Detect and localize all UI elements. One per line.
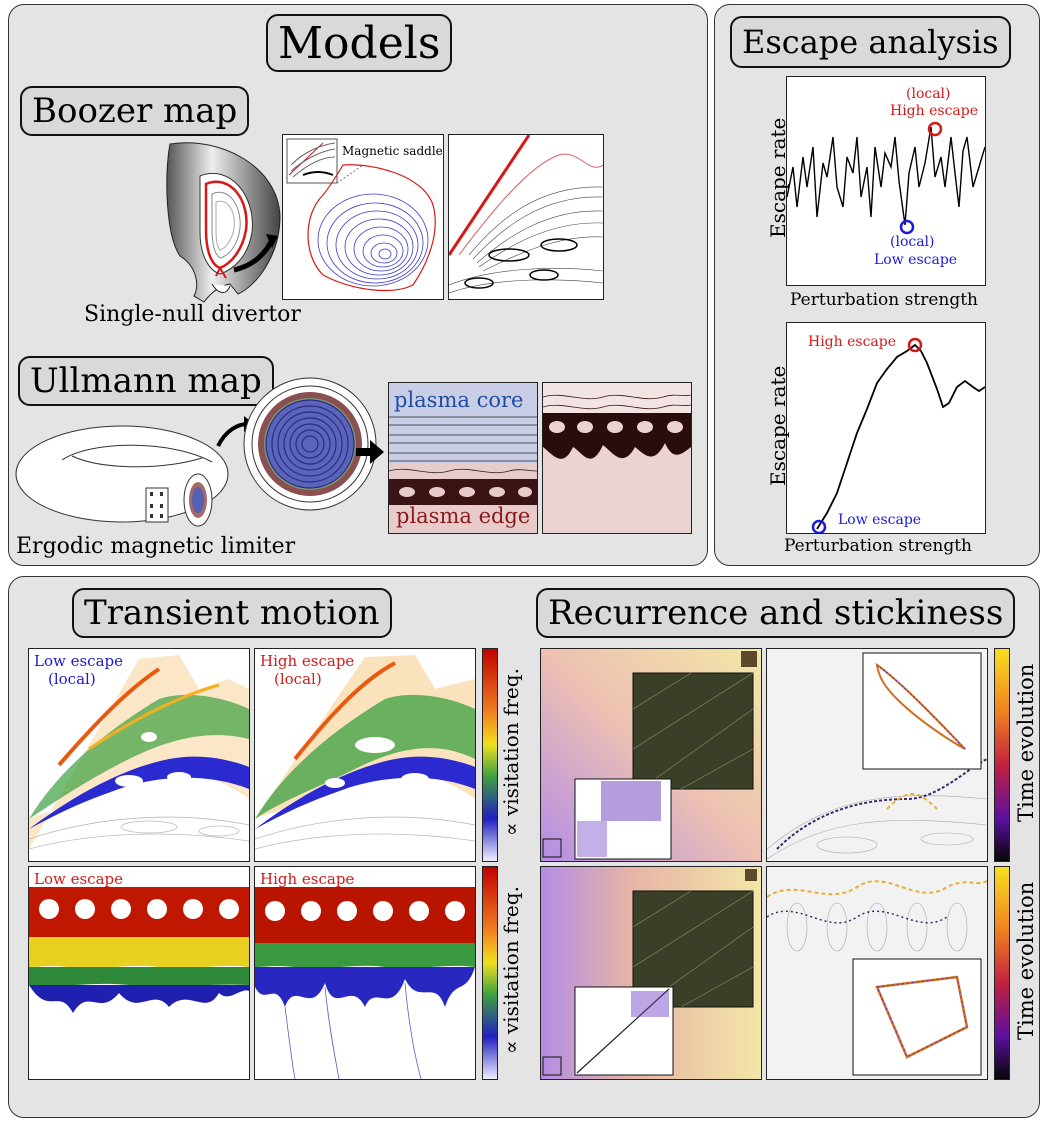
boozer-island-frame (282, 134, 444, 300)
transient-title: Transient motion (72, 588, 392, 638)
single-null-divertor-diagram (166, 142, 281, 303)
escape-title: Escape analysis (730, 16, 1011, 68)
tl-low-escape-label: Low escape (34, 652, 123, 670)
low-escape-local-label-1: (local) (890, 234, 935, 250)
arrow-right-icon (356, 440, 384, 464)
perturbation-xlabel-bottom: Perturbation strength (784, 536, 972, 556)
plasma-core-label: plasma core (394, 388, 524, 412)
high-escape-local-label-1: (local) (906, 86, 951, 102)
boozer-zoom-frame (448, 134, 604, 300)
recurrence-title: Recurrence and stickiness (536, 588, 1016, 638)
time-evolution-label-top: Time evolution (1014, 663, 1038, 822)
stickiness-plot-top (766, 648, 988, 862)
plasma-cross-section (243, 377, 377, 511)
high-escape-label: High escape (808, 334, 897, 350)
ergodic-limiter-torus-diagram (15, 416, 252, 527)
visitation-label-bottom: ∝ visitation freq. (499, 886, 523, 1054)
ullmann-chaotic-frame (542, 382, 692, 534)
br-high-escape-label: High escape (260, 870, 355, 888)
escape-rate-plot-bottom (786, 322, 986, 534)
transient-low-local-frame (28, 648, 250, 862)
escape-rate-ylabel-top: Escape rate (766, 117, 790, 238)
tr-high-escape-label: High escape (260, 652, 355, 670)
bl-low-escape-label: Low escape (34, 870, 123, 888)
perturbation-xlabel-top: Perturbation strength (790, 290, 978, 310)
high-escape-local-label-2: High escape (890, 103, 979, 119)
visitation-colorbar-bottom (482, 866, 498, 1080)
models-title: Models (266, 14, 453, 72)
escape-rate-ylabel-bottom: Escape rate (766, 365, 790, 486)
ullmann-core-edge-frame (388, 382, 538, 534)
recurrence-plot-top (540, 648, 762, 862)
low-escape-label: Low escape (838, 512, 922, 528)
transient-high-frame (254, 866, 476, 1080)
visitation-label-top: ∝ visitation freq. (499, 668, 523, 836)
recurrence-plot-bottom (540, 866, 762, 1080)
escape-rate-plot-top (786, 76, 986, 286)
visitation-colorbar-top (482, 648, 498, 862)
tr-local-label: (local) (274, 670, 322, 688)
ullmann-title: Ullmann map (18, 356, 274, 406)
magnetic-saddle-label: Magnetic saddle (342, 144, 443, 158)
time-colorbar-bottom (994, 866, 1010, 1080)
boozer-caption: Single-null divertor (84, 302, 301, 327)
stickiness-plot-bottom (766, 866, 988, 1080)
transient-low-frame (28, 866, 250, 1080)
low-escape-local-label-2: Low escape (874, 252, 958, 268)
plasma-edge-label: plasma edge (396, 504, 531, 528)
time-colorbar-top (994, 648, 1010, 862)
transient-high-local-frame (254, 648, 476, 862)
tl-local-label: (local) (48, 670, 96, 688)
time-evolution-label-bottom: Time evolution (1014, 881, 1038, 1040)
ullmann-caption: Ergodic magnetic limiter (16, 534, 296, 559)
boozer-title: Boozer map (20, 86, 250, 136)
